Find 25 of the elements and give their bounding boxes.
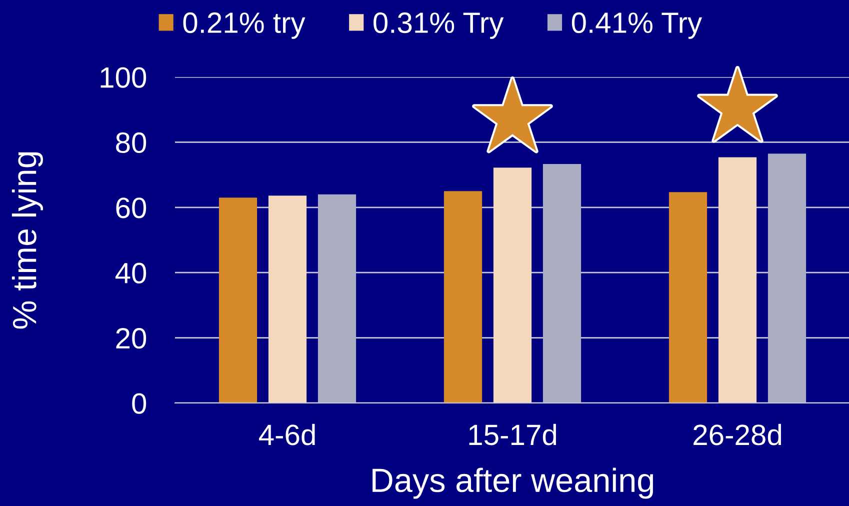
- y-axis-title: % time lying: [12, 152, 44, 329]
- legend-label: 0.21% try: [183, 12, 306, 39]
- bar: [718, 157, 757, 403]
- bar: [318, 194, 356, 403]
- bar: [768, 154, 806, 403]
- x-axis-title: Days after weaning: [372, 468, 654, 499]
- legend-label: 0.31% Try: [374, 12, 504, 39]
- annotation: ★: [699, 68, 776, 141]
- x-tick-label: 26-28d: [694, 424, 782, 446]
- bar: [668, 192, 708, 403]
- x-tick-label: 4-6d: [258, 424, 315, 446]
- bar: [444, 191, 482, 403]
- annotation: ★: [474, 78, 551, 152]
- y-tick-label: 100: [100, 67, 146, 88]
- y-tick-label: 40: [115, 262, 146, 284]
- bar: [542, 164, 582, 403]
- y-tick-label: 0: [132, 393, 146, 414]
- bar: [493, 168, 532, 403]
- bar: [268, 196, 307, 403]
- y-tick-label: 60: [116, 198, 146, 218]
- x-tick-label: 15-17d: [469, 424, 556, 446]
- y-tick-label: 80: [116, 132, 146, 154]
- y-tick-label: 20: [116, 328, 146, 349]
- legend-label: 0.41% Try: [572, 12, 702, 39]
- bar: [218, 198, 258, 403]
